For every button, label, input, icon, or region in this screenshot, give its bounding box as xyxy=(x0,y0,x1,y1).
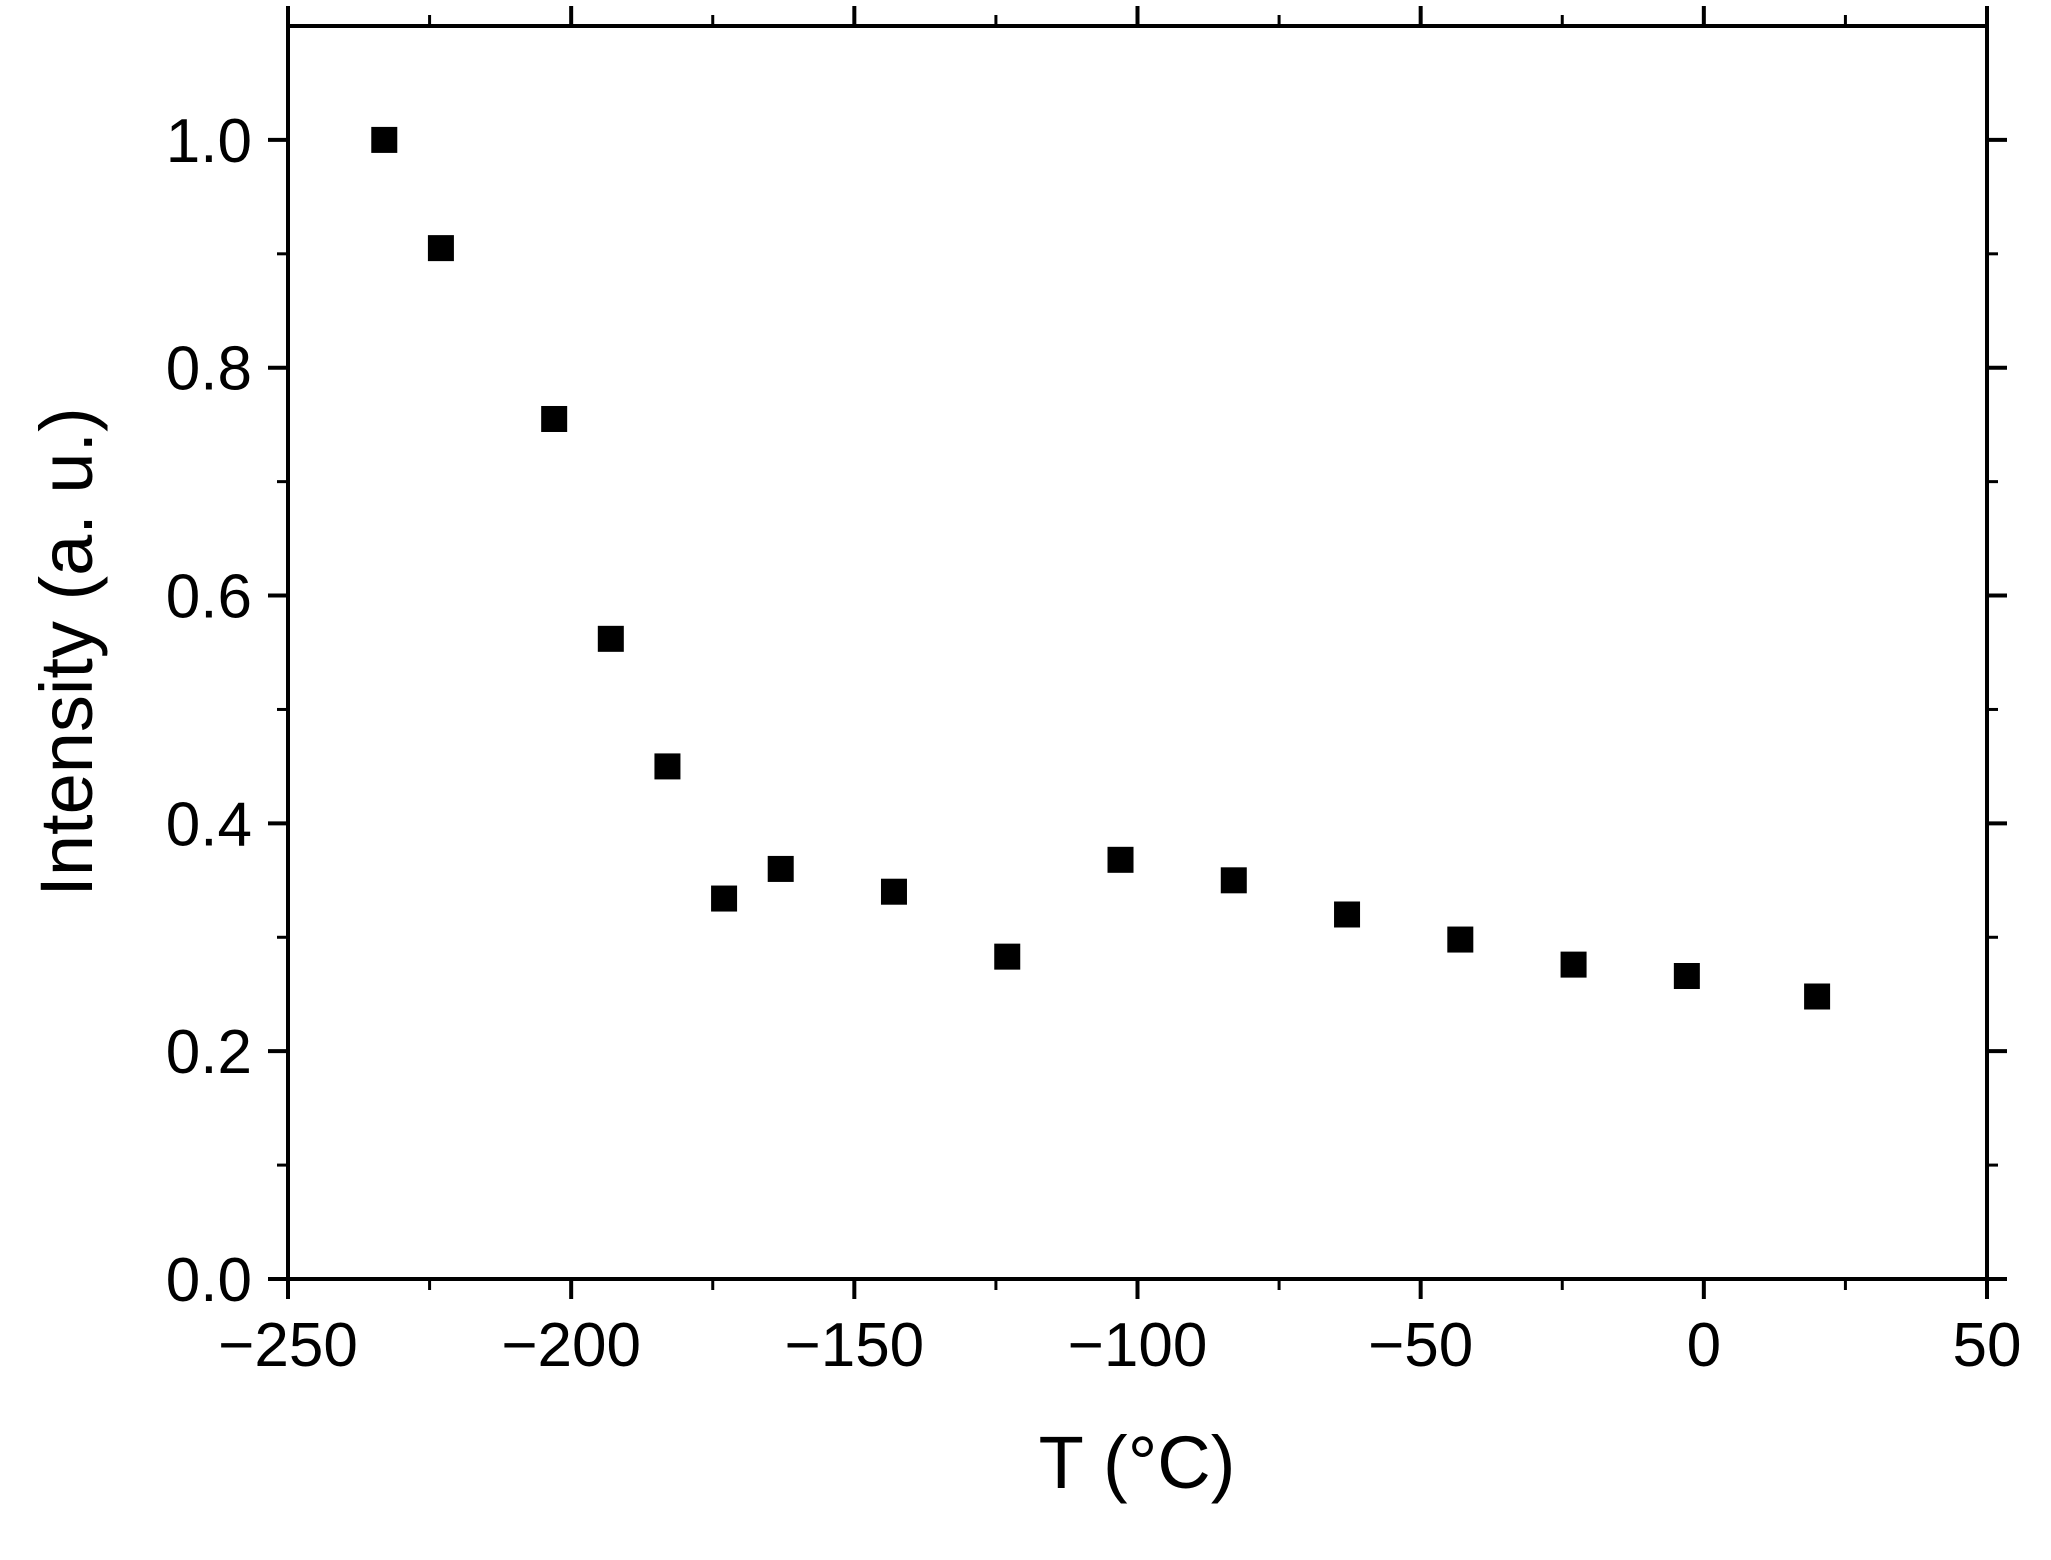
x-tick-label: −250 xyxy=(218,1311,358,1380)
data-point xyxy=(541,405,568,432)
x-tick-label: 50 xyxy=(1953,1311,2022,1380)
y-tick-label: 0.4 xyxy=(166,790,252,859)
x-axis-title: T (°C) xyxy=(1039,1421,1236,1504)
x-axis-ticks xyxy=(286,6,1989,1299)
data-point xyxy=(427,235,454,262)
y-axis-title: Intensity (a. u.) xyxy=(25,407,108,896)
data-points xyxy=(371,126,1831,1010)
data-point xyxy=(1220,867,1247,894)
y-axis-ticks xyxy=(268,137,2007,1281)
data-point xyxy=(1107,846,1134,873)
y-tick-label: 0.0 xyxy=(166,1246,252,1315)
x-axis-tick-labels: −250 −200 −150 −100 −50 0 50 xyxy=(218,1311,2021,1380)
data-point xyxy=(1447,926,1474,953)
data-point xyxy=(654,753,681,780)
data-point xyxy=(711,885,738,912)
data-point xyxy=(880,878,907,905)
y-tick-label: 0.2 xyxy=(166,1018,252,1087)
data-point xyxy=(994,943,1021,970)
data-point xyxy=(1673,963,1700,990)
data-point xyxy=(767,855,794,882)
y-tick-label: 0.8 xyxy=(166,335,252,404)
data-point xyxy=(371,126,398,153)
x-tick-label: −200 xyxy=(501,1311,641,1380)
data-point xyxy=(1804,983,1831,1010)
x-tick-label: 0 xyxy=(1687,1311,1721,1380)
x-tick-label: −100 xyxy=(1068,1311,1208,1380)
y-tick-label: 0.6 xyxy=(166,563,252,632)
data-point xyxy=(597,625,624,652)
y-tick-label: 1.0 xyxy=(166,107,252,176)
x-tick-label: −50 xyxy=(1368,1311,1473,1380)
plot-frame xyxy=(286,24,1989,1281)
y-axis-tick-labels: 0.0 0.2 0.4 0.6 0.8 1.0 xyxy=(166,107,252,1315)
data-point xyxy=(1560,951,1587,978)
x-tick-label: −150 xyxy=(785,1311,925,1380)
data-point xyxy=(1334,901,1361,928)
